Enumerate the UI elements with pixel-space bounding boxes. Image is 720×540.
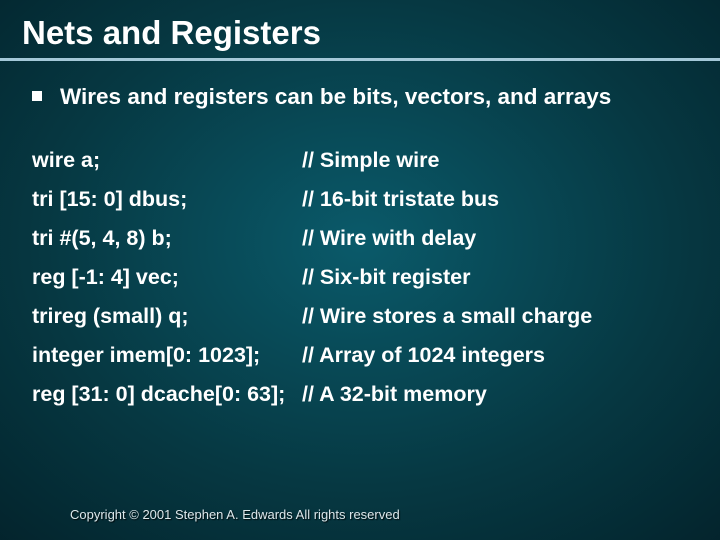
table-row: reg [31: 0] dcache[0: 63];// A 32-bit me… [32, 375, 690, 414]
declaration-cell: reg [-1: 4] vec; [32, 258, 302, 297]
bullet-text: Wires and registers can be bits, vectors… [60, 83, 611, 111]
table-row: tri #(5, 4, 8) b;// Wire with delay [32, 219, 690, 258]
table-row: trireg (small) q;// Wire stores a small … [32, 297, 690, 336]
bullet-row: Wires and registers can be bits, vectors… [0, 61, 720, 111]
code-table-wrap: wire a;// Simple wiretri [15: 0] dbus;//… [0, 111, 720, 414]
square-bullet-icon [32, 91, 42, 101]
table-row: tri [15: 0] dbus;// 16-bit tristate bus [32, 180, 690, 219]
declaration-cell: integer imem[0: 1023]; [32, 336, 302, 375]
declaration-cell: reg [31: 0] dcache[0: 63]; [32, 375, 302, 414]
table-row: reg [-1: 4] vec;// Six-bit register [32, 258, 690, 297]
comment-cell: // Wire stores a small charge [302, 297, 690, 336]
code-table: wire a;// Simple wiretri [15: 0] dbus;//… [32, 141, 690, 414]
declaration-cell: trireg (small) q; [32, 297, 302, 336]
comment-cell: // A 32-bit memory [302, 375, 690, 414]
table-row: wire a;// Simple wire [32, 141, 690, 180]
comment-cell: // Six-bit register [302, 258, 690, 297]
comment-cell: // 16-bit tristate bus [302, 180, 690, 219]
declaration-cell: tri #(5, 4, 8) b; [32, 219, 302, 258]
table-row: integer imem[0: 1023];// Array of 1024 i… [32, 336, 690, 375]
comment-cell: // Array of 1024 integers [302, 336, 690, 375]
declaration-cell: tri [15: 0] dbus; [32, 180, 302, 219]
declaration-cell: wire a; [32, 141, 302, 180]
slide-title: Nets and Registers [0, 0, 720, 58]
copyright-footer: Copyright © 2001 Stephen A. Edwards All … [70, 507, 400, 522]
comment-cell: // Simple wire [302, 141, 690, 180]
comment-cell: // Wire with delay [302, 219, 690, 258]
